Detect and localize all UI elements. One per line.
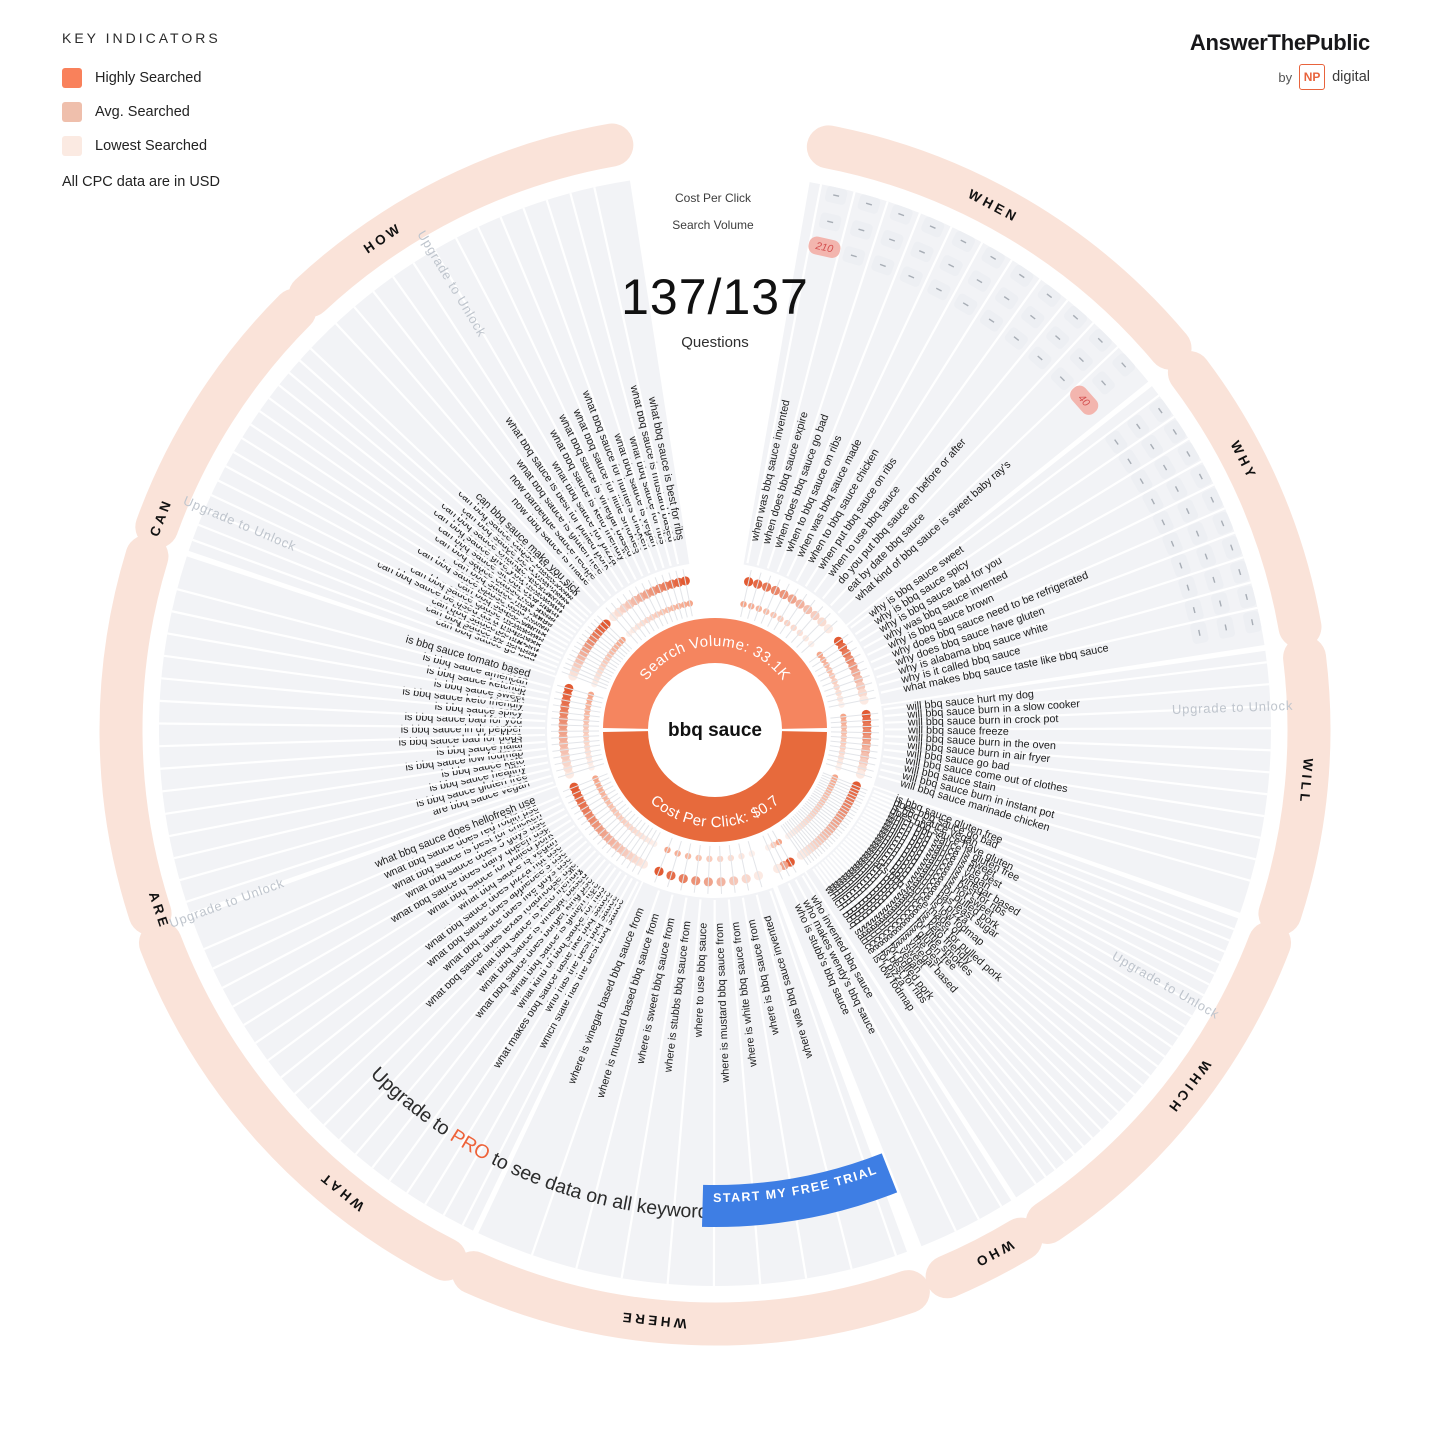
logo-by-text: by <box>1278 70 1292 85</box>
legend-item-label: Lowest Searched <box>95 138 207 154</box>
brand-name: AnswerThePublic <box>1190 30 1370 56</box>
question-count-label: Questions <box>681 334 749 351</box>
cpc-usd-note: All CPC data are in USD <box>62 174 221 190</box>
segment-fan[interactable] <box>849 1036 907 1066</box>
cpc-ring-caption: Cost Per Click <box>675 191 751 205</box>
answerthepublic-logo: AnswerThePublic by NP digital <box>1190 30 1370 90</box>
question-count: 137/137 <box>621 268 809 326</box>
legend-item-label: Avg. Searched <box>95 104 190 120</box>
np-digital-text: digital <box>1332 69 1370 85</box>
legend-title: KEY INDICATORS <box>62 30 221 46</box>
segment-arc[interactable] <box>121 556 150 913</box>
legend-item-highly-searched: Highly Searched <box>62 68 221 88</box>
key-indicators-legend: KEY INDICATORS Highly Searched Avg. Sear… <box>62 30 221 190</box>
sv-ring-caption: Search Volume <box>672 218 753 232</box>
center-donut-top[interactable] <box>626 641 805 729</box>
keyword-title: bbq sauce <box>668 720 762 741</box>
highly-searched-swatch <box>62 68 82 88</box>
legend-item-label: Highly Searched <box>95 70 201 86</box>
upgrade-to-unlock-label[interactable]: Upgrade to Unlock <box>1172 698 1294 717</box>
lowest-searched-swatch <box>62 136 82 156</box>
np-digital-icon: NP <box>1299 64 1325 90</box>
legend-item-avg-searched: Avg. Searched <box>62 102 221 122</box>
legend-item-lowest-searched: Lowest Searched <box>62 136 221 156</box>
avg-searched-swatch <box>62 102 82 122</box>
